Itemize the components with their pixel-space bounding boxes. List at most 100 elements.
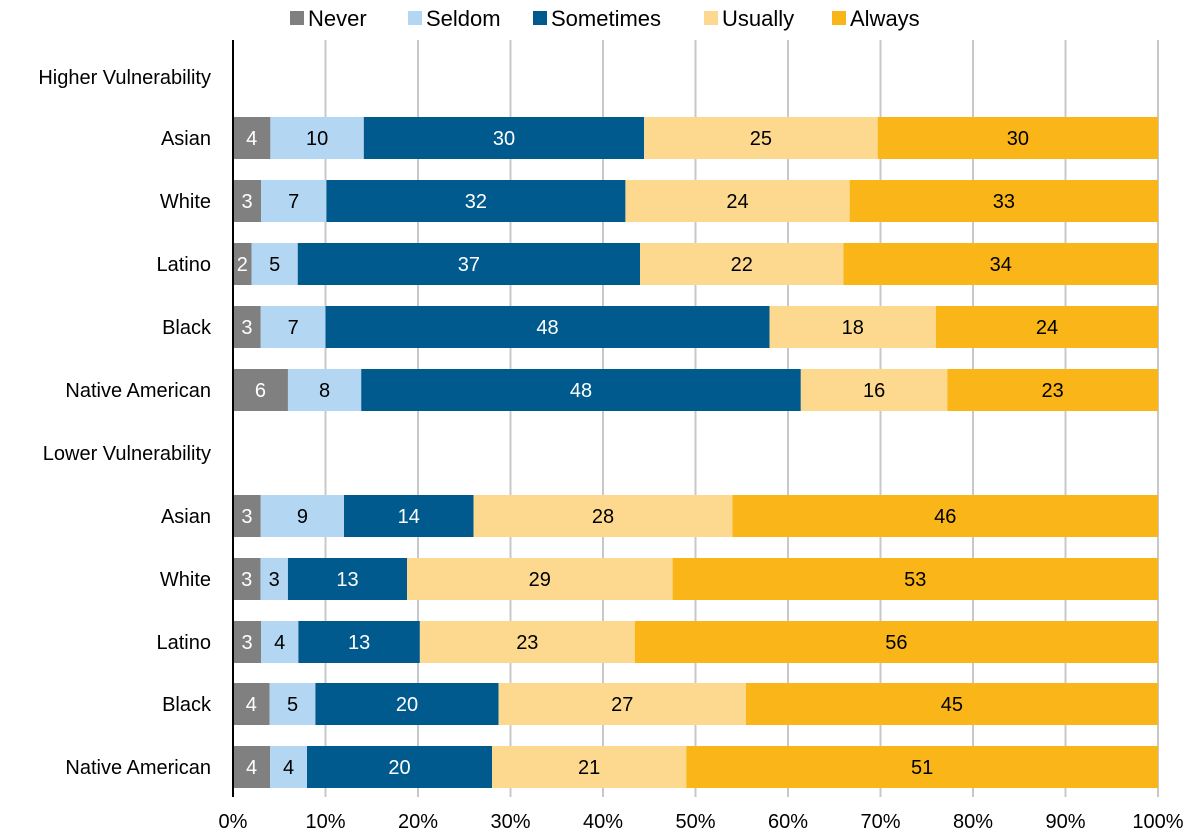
data-label: 22 [731,254,753,276]
data-label: 4 [246,694,257,716]
bar-segment-usually [644,117,878,159]
bar-segment-never [233,683,270,725]
category-label: Native American [65,757,211,779]
data-label: 20 [396,694,418,716]
data-label: 14 [398,506,420,528]
bar-segment-seldom [287,369,362,411]
bar-segment-usually [473,495,733,537]
data-label: 27 [611,694,633,716]
bar-segment-always [686,746,1158,788]
bar-segment-usually [640,243,844,285]
bar-segment-always [745,683,1158,725]
bar-segment-always [843,243,1158,285]
category-label: Latino [157,254,212,276]
legend-label-usually: Usually [722,6,794,31]
data-label: 33 [993,191,1015,213]
data-label: 21 [578,757,600,779]
legend-swatch-always [832,11,846,25]
legend-label-never: Never [308,6,367,31]
data-label: 24 [726,191,748,213]
legend-swatch-seldom [408,11,422,25]
data-label: 30 [493,128,515,150]
x-tick-label: 40% [583,811,623,833]
bar-segment-usually [407,558,673,600]
data-label: 29 [529,569,551,591]
category-label: Asian [161,506,211,528]
legend: Never Seldom Sometimes Usually Always [290,6,920,31]
data-label: 32 [465,191,487,213]
data-label: 3 [241,569,252,591]
bar-segment-never [233,746,270,788]
bar-segment-never [233,243,252,285]
data-label: 5 [269,254,280,276]
data-label: 7 [288,317,299,339]
legend-label-seldom: Seldom [426,6,501,31]
data-label: 20 [388,757,410,779]
data-label: 9 [297,506,308,528]
data-label: 53 [904,569,926,591]
bar-segment-sometimes [307,746,492,788]
bar-segment-seldom [260,306,326,348]
x-tick-label: 30% [490,811,530,833]
data-label: 25 [750,128,772,150]
bar-segment-seldom [269,683,316,725]
data-label: 8 [319,380,330,402]
bar-segment-always [732,495,1158,537]
x-tick-label: 20% [398,811,438,833]
x-tick-label: 70% [860,811,900,833]
bar-segment-sometimes [297,243,640,285]
bar-segment-sometimes [287,558,408,600]
category-labels: Higher Vulnerability Lower Vulnerability A… [38,67,212,779]
data-label: 5 [287,694,298,716]
category-label: Black [162,694,212,716]
x-tick-label: 0% [219,811,248,833]
group-label: Lower Vulnerability [43,443,211,465]
bar-segment-never [233,495,261,537]
data-label: 3 [241,632,252,654]
bar-segment-never [233,117,271,159]
bar-segment-sometimes [361,369,801,411]
x-tick-label: 100% [1132,811,1183,833]
bar-segment-sometimes [298,621,420,663]
bar-segment-seldom [270,746,307,788]
data-label: 18 [842,317,864,339]
bar-segment-sometimes [363,117,645,159]
legend-swatch-sometimes [533,11,547,25]
category-label: White [160,569,211,591]
bar-segment-always [672,558,1158,600]
gridlines [324,40,1159,797]
bar-segment-usually [419,621,635,663]
x-tick-label: 10% [305,811,345,833]
data-label: 4 [283,757,294,779]
x-tick-label: 60% [768,811,808,833]
category-label: Asian [161,128,211,150]
bar-segment-always [947,369,1158,411]
bar-segment-seldom [261,180,327,222]
bar-segment-usually [800,369,948,411]
bar-segment-sometimes [325,306,770,348]
bar-segment-sometimes [326,180,626,222]
data-label: 3 [241,191,252,213]
bar-segment-sometimes [344,495,474,537]
bar-segment-seldom [251,243,298,285]
data-label: 34 [990,254,1012,276]
bar-segment-always [849,180,1158,222]
data-label: 45 [941,694,963,716]
bar-segment-seldom [260,558,288,600]
data-label: 24 [1036,317,1058,339]
category-label: Latino [157,632,212,654]
group-label: Higher Vulnerability [38,67,211,89]
data-label: 23 [1042,380,1064,402]
data-label: 6 [255,380,266,402]
data-label: 2 [237,254,248,276]
legend-label-always: Always [850,6,920,31]
bar-segment-always [936,306,1158,348]
bar-segment-sometimes [315,683,499,725]
bar-segment-usually [625,180,850,222]
legend-swatch-never [290,11,304,25]
legend-swatch-usually [704,11,718,25]
bar-segment-usually [769,306,936,348]
bar-segment-never [233,621,262,663]
data-label: 56 [885,632,907,654]
